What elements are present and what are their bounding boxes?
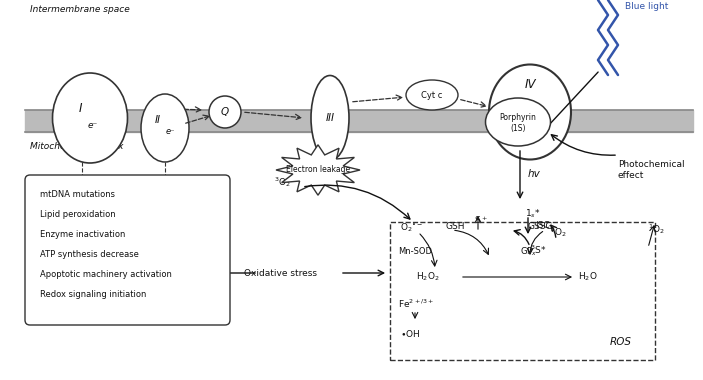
Text: ATP synthesis decrease: ATP synthesis decrease	[40, 250, 139, 259]
Text: IV: IV	[524, 79, 536, 92]
Text: 1$_s$*: 1$_s$*	[525, 208, 541, 220]
Text: $^3$O$_2$: $^3$O$_2$	[273, 175, 290, 189]
Ellipse shape	[486, 98, 550, 146]
Text: Redox signaling initiation: Redox signaling initiation	[40, 290, 146, 299]
Text: Apoptotic machinery activation: Apoptotic machinery activation	[40, 270, 172, 279]
Text: Lipid peroxidation: Lipid peroxidation	[40, 210, 115, 219]
Text: Cyt c: Cyt c	[421, 90, 443, 100]
Text: Mn-SOD: Mn-SOD	[398, 247, 432, 256]
Text: III: III	[325, 113, 335, 123]
Bar	[25, 110, 693, 132]
Text: GP$_x$: GP$_x$	[520, 246, 537, 258]
Ellipse shape	[406, 80, 458, 110]
Text: GSH: GSH	[445, 222, 465, 231]
Text: $\bullet$OH: $\bullet$OH	[400, 328, 420, 339]
Text: H$_2$O: H$_2$O	[578, 271, 598, 283]
Text: Blue light: Blue light	[625, 2, 669, 11]
Text: $^1$O$_2$: $^1$O$_2$	[648, 222, 665, 236]
Ellipse shape	[489, 65, 571, 160]
Text: $^3$O$_2$: $^3$O$_2$	[550, 225, 567, 239]
Circle shape	[209, 96, 241, 128]
Ellipse shape	[53, 73, 127, 163]
Text: Enzyme inactivation: Enzyme inactivation	[40, 230, 125, 239]
Text: Oxidative stress: Oxidative stress	[243, 269, 316, 277]
Bar	[390, 222, 655, 360]
Text: Photochemical
effect: Photochemical effect	[618, 160, 685, 180]
Text: O$_2$$^{\bullet-}$: O$_2$$^{\bullet-}$	[400, 222, 423, 234]
Text: I: I	[78, 101, 82, 114]
Text: $^3$S*: $^3$S*	[530, 244, 546, 256]
Text: (1S): (1S)	[510, 125, 526, 133]
Text: mtDNA mutations: mtDNA mutations	[40, 190, 115, 199]
Text: e⁻: e⁻	[88, 120, 98, 130]
FancyBboxPatch shape	[25, 175, 230, 325]
Text: H$_2$O$_2$: H$_2$O$_2$	[416, 271, 439, 283]
Ellipse shape	[141, 94, 189, 162]
Text: Succinic acid: Succinic acid	[136, 207, 195, 216]
Text: hv: hv	[528, 169, 541, 179]
Text: ISC: ISC	[535, 220, 550, 230]
Text: e⁻: e⁻	[165, 128, 175, 136]
Text: ROS: ROS	[610, 337, 632, 347]
Text: S$^+$: S$^+$	[474, 214, 488, 226]
Text: GSSG: GSSG	[528, 222, 553, 231]
Text: NADH: NADH	[69, 212, 95, 221]
Ellipse shape	[311, 76, 349, 160]
Text: Porphyrin: Porphyrin	[500, 114, 536, 122]
Text: Mitochondrial matrix: Mitochondrial matrix	[30, 142, 124, 151]
Text: e⁻: e⁻	[157, 98, 167, 106]
Text: Fe$^{2+/3+}$: Fe$^{2+/3+}$	[398, 298, 434, 310]
Text: II: II	[155, 115, 161, 125]
Text: Intermembrane space: Intermembrane space	[30, 5, 130, 14]
Text: Electron leakage: Electron leakage	[286, 166, 350, 174]
Polygon shape	[276, 145, 360, 195]
Text: Q: Q	[221, 107, 229, 117]
